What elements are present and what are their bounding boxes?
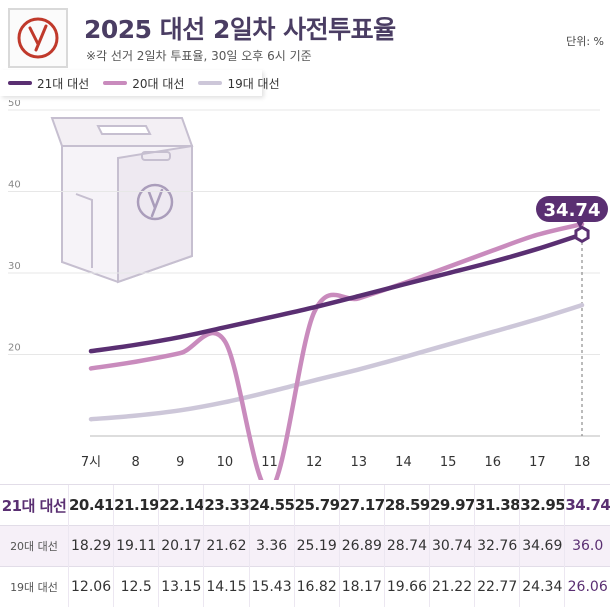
vote-stamp-icon [16, 16, 60, 60]
x-tick-label: 11 [261, 455, 278, 470]
last-value-annotation: 34.74 [536, 196, 608, 241]
series-line-19 [91, 305, 582, 419]
x-tick-label: 16 [484, 455, 501, 470]
legend-item-19: 19대 대선 [198, 75, 279, 92]
x-tick-label: 13 [351, 455, 368, 470]
y-tick-label: 50 [8, 100, 21, 109]
x-tick-label: 9 [176, 455, 184, 470]
table-cell: 32.76 [475, 526, 520, 567]
table-cell: 20.17 [159, 526, 204, 567]
table-cell: 25.19 [294, 526, 339, 567]
row-label: 19대 대선 [0, 567, 69, 607]
table-cell: 20.41 [69, 485, 114, 526]
table-cell: 12.5 [114, 567, 159, 607]
x-tick-label: 8 [131, 455, 139, 470]
table-cell: 18.29 [69, 526, 114, 567]
legend-swatch-19 [198, 81, 222, 85]
table-cell: 34.69 [520, 526, 565, 567]
table-cell: 13.15 [159, 567, 204, 607]
legend-label-19: 19대 대선 [227, 75, 279, 92]
table-cell: 30.74 [430, 526, 475, 567]
row-label: 21대 대선 [0, 485, 69, 526]
table-cell: 23.33 [204, 485, 249, 526]
x-tick-label: 17 [529, 455, 546, 470]
legend-label-21: 21대 대선 [37, 75, 89, 92]
table-cell: 21.22 [430, 567, 475, 607]
table-cell: 24.34 [520, 567, 565, 607]
x-axis-ticks: 7시 8 9 10 11 12 13 14 15 16 17 18 [81, 455, 590, 470]
table-cell: 25.79 [294, 485, 339, 526]
table-cell: 28.74 [384, 526, 429, 567]
unit-label: 단위: % [566, 33, 604, 49]
table-cell: 26.89 [339, 526, 384, 567]
x-tick-label: 10 [217, 455, 234, 470]
page-title: 2025 대선 2일차 사전투표율 [84, 10, 396, 46]
table-cell: 28.59 [384, 485, 429, 526]
x-tick-label: 15 [440, 455, 457, 470]
legend-swatch-20 [103, 81, 127, 85]
legend-item-20: 20대 대선 [103, 75, 184, 92]
x-tick-label: 18 [574, 455, 591, 470]
y-axis-ticks: 20 30 40 50 [8, 100, 21, 354]
line-chart: 20 30 40 50 7시 8 9 10 11 12 13 14 15 16 17 18 34.74 [0, 100, 610, 480]
table-cell: 29.97 [430, 485, 475, 526]
y-tick-label: 20 [8, 343, 21, 354]
table-cell: 3.36 [249, 526, 294, 567]
table-cell: 32.95 [520, 485, 565, 526]
table-cell: 34.74 [565, 485, 610, 526]
table-cell: 24.55 [249, 485, 294, 526]
table-cell: 12.06 [69, 567, 114, 607]
table-cell: 22.77 [475, 567, 520, 607]
page-subtitle: ※각 선거 2일차 투표율, 30일 오후 6시 기준 [86, 47, 312, 64]
legend-swatch-21 [8, 81, 32, 85]
ballot-box-illustration [52, 118, 192, 282]
table-cell: 31.38 [475, 485, 520, 526]
legend-item-21: 21대 대선 [8, 75, 89, 92]
chart-legend: 21대 대선 20대 대선 19대 대선 [0, 70, 262, 96]
x-tick-label: 12 [306, 455, 323, 470]
annotation-value: 34.74 [544, 200, 601, 221]
table-cell: 15.43 [249, 567, 294, 607]
table-cell: 26.06 [565, 567, 610, 607]
table-cell: 36.0 [565, 526, 610, 567]
y-tick-label: 40 [8, 180, 21, 191]
table-cell: 18.17 [339, 567, 384, 607]
table-cell: 27.17 [339, 485, 384, 526]
table-cell: 22.14 [159, 485, 204, 526]
table-cell: 19.66 [384, 567, 429, 607]
table-cell: 16.82 [294, 567, 339, 607]
table-cell: 19.11 [114, 526, 159, 567]
table-cell: 14.15 [204, 567, 249, 607]
x-tick-label: 14 [395, 455, 412, 470]
last-point-marker [576, 227, 588, 241]
table-cell: 21.19 [114, 485, 159, 526]
vote-mark-logo [8, 8, 68, 68]
row-label: 20대 대선 [0, 526, 69, 567]
x-tick-label: 7시 [81, 455, 101, 470]
table-cell: 21.62 [204, 526, 249, 567]
y-tick-label: 30 [8, 261, 21, 272]
legend-label-20: 20대 대선 [132, 75, 184, 92]
